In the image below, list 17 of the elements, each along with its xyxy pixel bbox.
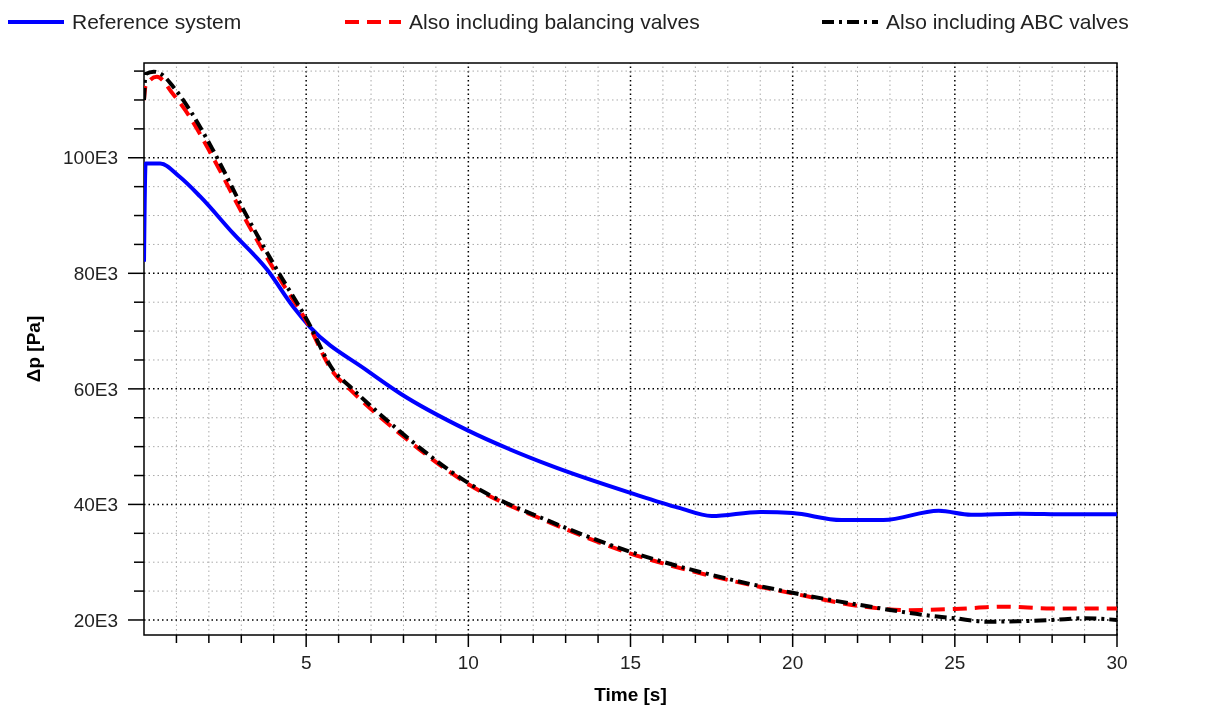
y-tick-label: 20E3 <box>73 609 118 631</box>
x-axis-title: Time [s] <box>594 684 667 705</box>
x-tick-label: 5 <box>300 652 312 673</box>
x-tick-label: 15 <box>619 652 642 673</box>
x-tick-label: 20 <box>782 652 804 673</box>
legend-label: Reference system <box>72 10 242 34</box>
y-tick-label: 40E3 <box>73 494 118 516</box>
line-series <box>144 161 1117 523</box>
y-tick-label: 60E3 <box>73 378 118 400</box>
x-tick-label: 30 <box>1106 652 1128 673</box>
legend-label: Also including balancing valves <box>409 10 700 34</box>
legend-label: Also including ABC valves <box>886 10 1129 34</box>
y-tick-label: 80E3 <box>73 262 118 284</box>
x-tick-label: 25 <box>944 652 966 673</box>
y-tick-label: 100E3 <box>63 147 118 169</box>
x-tick-label: 10 <box>457 652 479 673</box>
y-axis-title: Δp [Pa] <box>23 315 44 383</box>
